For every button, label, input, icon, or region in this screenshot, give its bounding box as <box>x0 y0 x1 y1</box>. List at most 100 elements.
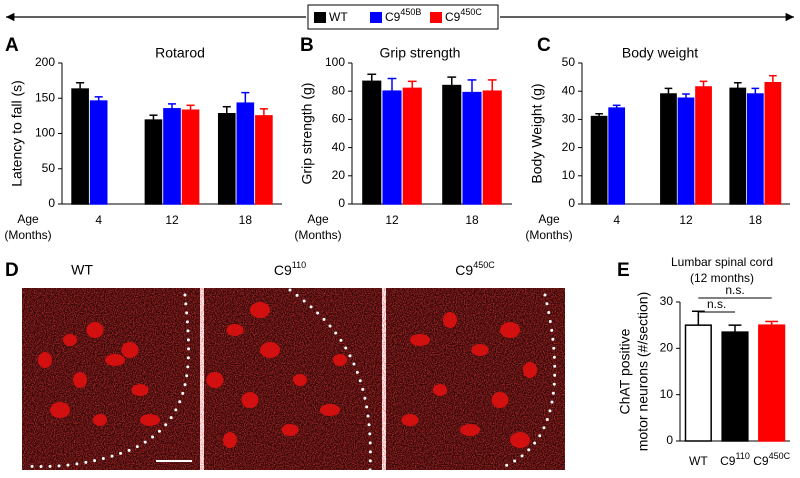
neuron <box>93 414 107 426</box>
bar <box>677 97 695 205</box>
bar <box>89 100 108 205</box>
neuron <box>260 342 280 358</box>
y-tick-label: 40 <box>332 140 346 154</box>
panel-letter: A <box>5 35 19 56</box>
neuron <box>523 362 537 378</box>
y-tick-label: 0 <box>338 196 345 210</box>
bar <box>382 90 402 205</box>
neuron <box>281 424 299 436</box>
y-tick-label: 100 <box>35 126 55 140</box>
y-tick-label: 0 <box>666 433 673 447</box>
neuron <box>410 334 430 346</box>
neuron <box>293 374 307 386</box>
chart-title: Grip strength <box>380 45 461 61</box>
y-tick-label: 50 <box>42 161 56 175</box>
neuron <box>223 432 237 448</box>
bar <box>695 86 712 205</box>
bar <box>758 324 786 442</box>
x-tick-label: 18 <box>239 213 253 227</box>
bar <box>217 113 236 205</box>
y-axis-label: Latency to fall (s) <box>9 80 25 187</box>
y-tick-label: 20 <box>332 168 346 182</box>
x-axis-label: (Months) <box>294 228 341 242</box>
legend-box <box>307 4 499 30</box>
bar <box>71 88 89 205</box>
chart-title: Rotarod <box>155 45 205 61</box>
y-tick-label: 20 <box>660 341 674 355</box>
bar <box>482 90 502 205</box>
bar <box>255 115 273 205</box>
panel-letter: E <box>617 260 630 281</box>
y-axis-label: ChAT positive <box>617 328 633 414</box>
chart-title: (12 months) <box>690 271 754 285</box>
x-tick-label: 4 <box>95 213 102 227</box>
y-axis-label: Grip strength (g) <box>299 83 315 185</box>
bar <box>442 84 462 205</box>
x-axis-label: Age <box>307 212 329 226</box>
bar <box>402 87 422 205</box>
y-tick-label: 60 <box>332 112 346 126</box>
legend-swatch <box>430 12 442 23</box>
bar <box>590 115 608 205</box>
neuron <box>86 322 104 338</box>
x-tick-label: 18 <box>749 213 763 227</box>
bar <box>362 80 382 205</box>
y-axis-label: motor neurons (#/section) <box>635 292 651 452</box>
y-tick-label: 10 <box>660 387 674 401</box>
neuron <box>131 384 149 396</box>
x-tick-label: 12 <box>385 213 399 227</box>
image-label: C9110 <box>274 260 306 277</box>
x-axis-label: Age <box>17 212 39 226</box>
bar <box>144 119 163 205</box>
neuron <box>471 344 489 356</box>
y-tick-label: 80 <box>332 83 346 97</box>
y-tick-label: 10 <box>562 168 576 182</box>
bar <box>721 331 749 442</box>
panel-letter: D <box>5 260 19 281</box>
y-tick-label: 0 <box>568 196 575 210</box>
x-axis-label: (Months) <box>4 228 51 242</box>
y-tick-label: 200 <box>35 55 55 69</box>
y-tick-label: 40 <box>562 83 576 97</box>
x-axis-label: (Months) <box>525 228 572 242</box>
neuron <box>433 384 447 396</box>
y-tick-label: 100 <box>325 55 345 69</box>
x-tick-label: C9450C <box>753 451 790 468</box>
legend-label: WT <box>329 10 348 24</box>
bar <box>236 102 255 205</box>
x-tick-label: WT <box>689 454 708 468</box>
neuron <box>460 424 480 436</box>
x-tick-label: 12 <box>165 213 179 227</box>
neuron <box>320 404 340 416</box>
y-tick-label: 30 <box>562 112 576 126</box>
neuron <box>500 322 520 338</box>
neuron <box>73 372 87 388</box>
legend-swatch <box>370 12 382 23</box>
neuron <box>333 354 347 366</box>
neuron <box>510 432 530 448</box>
bar <box>764 81 782 205</box>
legend-label: C9450B <box>385 7 421 24</box>
y-tick-label: 30 <box>660 294 674 308</box>
y-tick-label: 150 <box>35 90 55 104</box>
neuron <box>226 324 244 336</box>
x-tick-label: 18 <box>465 213 479 227</box>
y-axis-label: Body Weight (g) <box>529 83 545 183</box>
x-tick-label: 12 <box>679 213 693 227</box>
panel-letter: C <box>537 35 551 56</box>
legend-label: C9450C <box>445 7 482 24</box>
bar <box>163 108 181 205</box>
y-tick-label: 20 <box>562 140 576 154</box>
x-axis-label: Age <box>538 212 560 226</box>
neuron <box>250 302 270 318</box>
neuron <box>50 402 70 418</box>
y-tick-label: 0 <box>48 196 55 210</box>
y-tick-label: 50 <box>562 55 576 69</box>
neuron <box>63 334 77 346</box>
annotation: n.s. <box>725 283 744 297</box>
chart-title: Body weight <box>622 45 698 61</box>
bar <box>181 109 200 205</box>
neuron <box>206 372 224 388</box>
neuron <box>105 354 125 366</box>
